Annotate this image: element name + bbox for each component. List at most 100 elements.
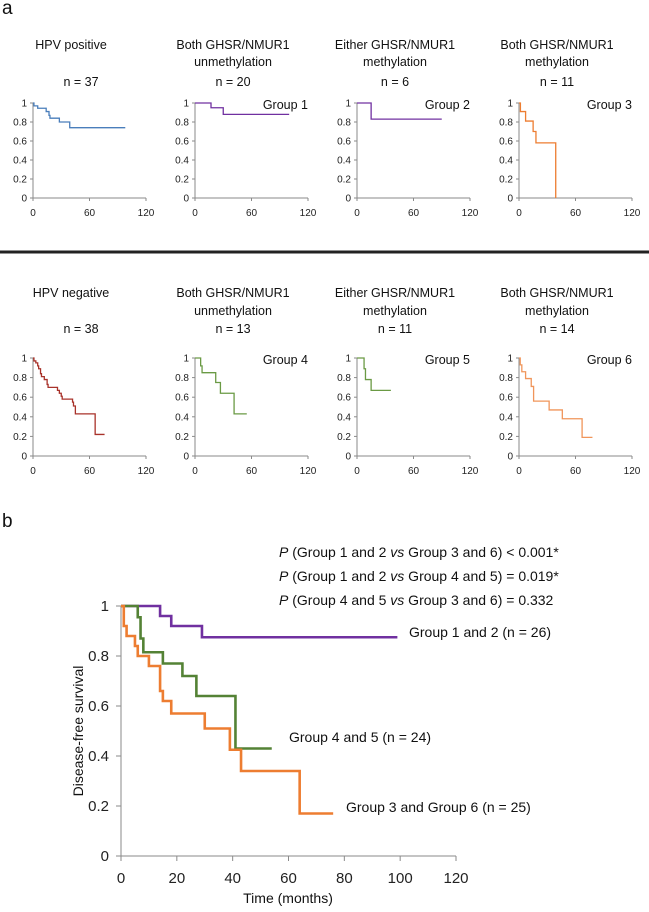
y-tick-label: 1 bbox=[507, 354, 513, 365]
y-tick-label: 0 bbox=[345, 452, 351, 463]
panel-title: unmethylation bbox=[194, 55, 272, 69]
p-value-text-part: (Group 1 and 2 bbox=[288, 544, 390, 560]
x-tick-label: 120 bbox=[624, 208, 641, 219]
y-tick-label: 0.6 bbox=[175, 137, 189, 148]
x-tick-label: 120 bbox=[443, 870, 468, 887]
group-label: Group 2 bbox=[425, 98, 470, 112]
panel-title: Both GHSR/NMUR1 bbox=[500, 38, 613, 52]
p-value-text-part: vs bbox=[390, 544, 404, 560]
p-value-text-part: P bbox=[279, 592, 289, 608]
x-tick-label: 0 bbox=[354, 208, 360, 219]
survival-curve bbox=[121, 604, 334, 815]
y-tick-label: 0 bbox=[21, 452, 27, 463]
p-value-text-part: P bbox=[279, 544, 289, 560]
x-tick-label: 60 bbox=[84, 208, 96, 219]
sample-size-label: n = 37 bbox=[63, 75, 98, 89]
y-tick-label: 0.8 bbox=[175, 373, 189, 384]
km-panel: HPV negative n = 38 0 0.2 0.4 0.6 0.8 1 0 60 120 bbox=[13, 286, 155, 477]
y-tick-label: 0 bbox=[183, 452, 189, 463]
group-label: Group 3 bbox=[587, 98, 632, 112]
sample-size-label: n = 11 bbox=[378, 322, 412, 336]
x-tick-label: 80 bbox=[336, 870, 353, 887]
km-panel: Both GHSR/NMUR1 methylation n = 14 0 0.2 0.4 0… bbox=[499, 286, 641, 477]
x-tick-label: 120 bbox=[138, 466, 155, 477]
km-panel: Both GHSR/NMUR1 methylation n = 11 0 0.2 0.4 0… bbox=[499, 38, 641, 219]
y-tick-label: 0.2 bbox=[337, 175, 351, 186]
y-tick-label: 0.4 bbox=[88, 748, 109, 765]
p-value-annotation: P (Group 1 and 2 vs Group 3 and 6) < 0.0… bbox=[279, 544, 559, 560]
y-tick-label: 0.8 bbox=[499, 373, 513, 384]
panel-label-b: b bbox=[2, 511, 13, 532]
y-tick-label: 0.4 bbox=[499, 412, 513, 423]
x-tick-label: 60 bbox=[246, 466, 258, 477]
x-tick-label: 0 bbox=[516, 466, 522, 477]
panel-title: methylation bbox=[363, 55, 427, 69]
y-tick-label: 1 bbox=[183, 354, 189, 365]
y-tick-label: 0.6 bbox=[499, 137, 513, 148]
y-tick-label: 0.2 bbox=[175, 175, 189, 186]
panel-title: methylation bbox=[525, 304, 589, 318]
p-value-text-part: vs bbox=[390, 568, 404, 584]
y-tick-label: 0.2 bbox=[337, 432, 351, 443]
y-tick-label: 0 bbox=[183, 194, 189, 205]
y-tick-label: 0.6 bbox=[13, 137, 27, 148]
y-tick-label: 0.4 bbox=[499, 156, 513, 167]
y-tick-label: 0.4 bbox=[337, 412, 351, 423]
x-tick-label: 0 bbox=[30, 208, 36, 219]
y-tick-label: 1 bbox=[21, 354, 27, 365]
x-tick-label: 0 bbox=[516, 208, 522, 219]
x-tick-label: 120 bbox=[300, 466, 317, 477]
y-axis-title: Disease-free survival bbox=[70, 666, 86, 797]
x-tick-label: 60 bbox=[84, 466, 96, 477]
y-tick-label: 0.2 bbox=[499, 175, 513, 186]
km-panel: Both GHSR/NMUR1 unmethylation n = 20 0 0.2 0.… bbox=[175, 38, 317, 219]
x-tick-label: 120 bbox=[138, 208, 155, 219]
p-value-text-part: Group 3 and 6) < 0.001* bbox=[404, 544, 559, 560]
y-tick-label: 0.2 bbox=[13, 432, 27, 443]
y-tick-label: 0.6 bbox=[175, 393, 189, 404]
series-label: Group 1 and 2 (n = 26) bbox=[409, 624, 551, 640]
panel-title: HPV negative bbox=[33, 286, 109, 300]
p-value-annotation: P (Group 4 and 5 vs Group 3 and 6) = 0.3… bbox=[279, 592, 554, 608]
x-tick-label: 120 bbox=[462, 466, 479, 477]
p-value-text-part: vs bbox=[390, 592, 404, 608]
y-tick-label: 1 bbox=[183, 99, 189, 110]
x-tick-label: 60 bbox=[570, 466, 582, 477]
y-tick-label: 0 bbox=[507, 452, 513, 463]
y-tick-label: 0.6 bbox=[337, 137, 351, 148]
survival-curve bbox=[357, 357, 391, 391]
panel-title: Both GHSR/NMUR1 bbox=[500, 286, 613, 300]
survival-curve bbox=[121, 604, 272, 750]
y-tick-label: 0 bbox=[345, 194, 351, 205]
p-value-text-part: Group 3 and 6) = 0.332 bbox=[404, 592, 553, 608]
p-value-text-part: (Group 1 and 2 bbox=[288, 568, 390, 584]
y-tick-label: 0.4 bbox=[13, 412, 27, 423]
y-tick-label: 0.2 bbox=[13, 175, 27, 186]
sample-size-label: n = 38 bbox=[63, 322, 98, 336]
panel-title: Both GHSR/NMUR1 bbox=[176, 38, 289, 52]
survival-curve bbox=[195, 102, 290, 116]
km-panel: HPV positive n = 37 0 0.2 0.4 0.6 0.8 1 0 60 120 bbox=[13, 38, 155, 219]
panel-title: unmethylation bbox=[194, 304, 272, 318]
x-tick-label: 0 bbox=[117, 870, 125, 887]
sample-size-label: n = 13 bbox=[215, 322, 250, 336]
sample-size-label: n = 11 bbox=[540, 75, 574, 89]
y-tick-label: 0.2 bbox=[88, 798, 109, 815]
y-tick-label: 0.6 bbox=[88, 698, 109, 715]
survival-curve bbox=[519, 102, 557, 198]
x-tick-label: 40 bbox=[224, 870, 241, 887]
survival-curve bbox=[121, 604, 398, 639]
x-tick-label: 0 bbox=[192, 208, 198, 219]
group-label: Group 6 bbox=[587, 353, 632, 367]
y-tick-label: 1 bbox=[101, 598, 109, 615]
y-tick-label: 0 bbox=[507, 194, 513, 205]
x-tick-label: 0 bbox=[354, 466, 360, 477]
y-tick-label: 0.2 bbox=[175, 432, 189, 443]
panel-label-a: a bbox=[2, 0, 13, 19]
y-tick-label: 1 bbox=[507, 99, 513, 110]
y-tick-label: 0.4 bbox=[337, 156, 351, 167]
sample-size-label: n = 20 bbox=[215, 75, 250, 89]
x-tick-label: 60 bbox=[246, 208, 258, 219]
